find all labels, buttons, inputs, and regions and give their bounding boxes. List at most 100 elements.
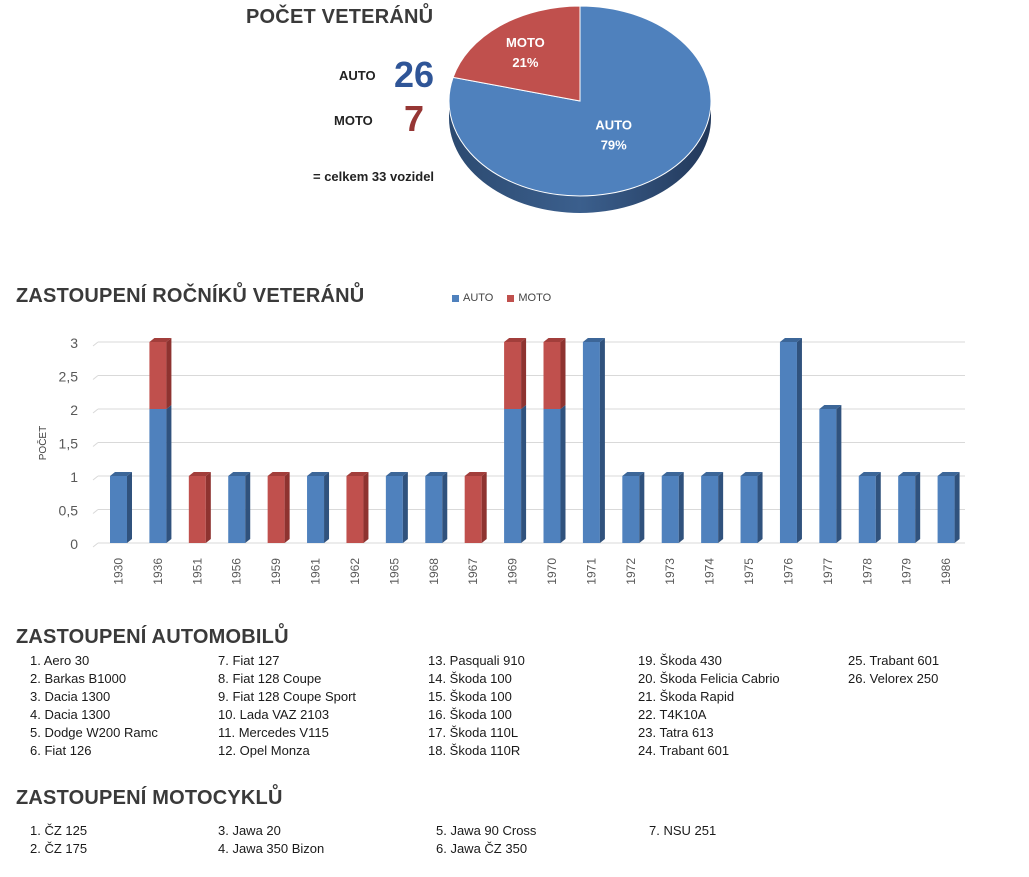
gridline-depth [92, 375, 99, 380]
moto-item: 3. Jawa 20 [218, 823, 281, 838]
auto-count: 26 [394, 54, 435, 95]
x-tick-label: 1974 [703, 558, 717, 585]
car-item: 16. Škoda 100 [428, 707, 512, 722]
auto-label: AUTO [339, 68, 376, 83]
bar-auto-1972 [622, 476, 640, 543]
car-item: 24. Trabant 601 [638, 743, 730, 758]
y-tick-label: 1,5 [59, 436, 79, 452]
bar-top [622, 472, 645, 476]
moto-item: 4. Jawa 350 Bizon [218, 841, 325, 856]
bar-chart: 0 0,5 1 1,5 2 2,5 3 POČET 1930 1936 1951 1956 1959 19… [36, 335, 965, 585]
bar-side [796, 338, 802, 543]
bar-top [307, 472, 330, 476]
x-tick-label: 1936 [151, 558, 165, 585]
bar-top [543, 338, 566, 342]
car-item: 22. T4K10A [638, 707, 707, 722]
car-item: 9. Fiat 128 Coupe Sport [218, 689, 357, 704]
bar-legend: AUTO MOTO [452, 292, 551, 304]
y-axis-label: POČET [36, 426, 49, 460]
x-tick-label: 1951 [190, 558, 204, 585]
x-tick-label: 1976 [781, 558, 795, 585]
y-tick-label: 0,5 [59, 503, 79, 519]
car-item: 6. Fiat 126 [30, 743, 92, 758]
bar-chart-title: ZASTOUPENÍ ROČNÍKŮ VETERÁNŮ [16, 285, 365, 307]
bar-auto-1956 [228, 476, 246, 543]
bar-side [639, 472, 645, 543]
bar-auto-1973 [661, 476, 679, 543]
bar-side [481, 472, 487, 543]
summary-title: POČET VETERÁNŮ [246, 6, 434, 28]
moto-column: 1. ČZ 125 2. ČZ 175 [30, 822, 87, 858]
bar-moto-1962 [346, 476, 364, 543]
bar-top [740, 472, 763, 476]
bar-top [149, 338, 172, 342]
bar-side [915, 472, 921, 543]
x-tick-label: 1975 [742, 558, 756, 585]
y-tick-label: 3 [70, 335, 78, 351]
gridline-depth [92, 509, 99, 514]
bar-side [284, 472, 290, 543]
total-text: = celkem 33 vozidel [313, 169, 435, 184]
bar-moto-1959 [267, 476, 285, 543]
bar-auto-1969 [504, 409, 522, 543]
bar-top [819, 405, 842, 409]
car-item: 2. Barkas B1000 [30, 671, 127, 686]
pie-label-moto: MOTO [506, 35, 545, 50]
car-item: 8. Fiat 128 Coupe [218, 671, 322, 686]
bar-moto-1936 [149, 342, 167, 409]
x-tick-label: 1956 [230, 558, 244, 585]
bar-top [937, 472, 960, 476]
car-item: 13. Pasquali 910 [428, 653, 525, 668]
bar-moto-1970 [543, 342, 561, 409]
x-tick-label: 1971 [584, 558, 598, 585]
pie-slice-moto [452, 5, 581, 102]
bar-auto-1971 [582, 342, 600, 543]
bar-auto-1975 [740, 476, 758, 543]
bar-side [757, 472, 763, 543]
x-tick-label: 1968 [427, 558, 441, 585]
x-tick-label: 1969 [506, 558, 520, 585]
bar-top [267, 472, 290, 476]
car-item: 20. Škoda Felicia Cabrio [638, 671, 780, 686]
bar-moto-1967 [464, 476, 482, 543]
car-item: 23. Tatra 613 [638, 725, 714, 740]
moto-item: 1. ČZ 125 [30, 823, 88, 838]
x-tick-label: 1986 [939, 558, 953, 585]
car-item: 3. Dacia 1300 [30, 689, 111, 704]
x-tick-label: 1979 [900, 558, 914, 585]
car-item: 18. Škoda 110R [428, 743, 521, 758]
y-tick-label: 1 [70, 469, 78, 485]
bar-moto-1951 [188, 476, 206, 543]
x-tick-label: 1970 [545, 558, 559, 585]
bar-side [127, 472, 132, 543]
bar-top [504, 338, 527, 342]
x-tick-label: 1978 [860, 558, 874, 585]
moto-label: MOTO [334, 113, 373, 128]
x-tick-label: 1977 [821, 558, 835, 585]
pie-value-moto: 21% [512, 55, 538, 70]
bar-side [363, 472, 369, 543]
car-item: 12. Opel Monza [218, 743, 310, 758]
bar-auto-1936 [149, 409, 167, 543]
bar-top [188, 472, 211, 476]
bar-top [346, 472, 369, 476]
moto-item: 6. Jawa ČZ 350 [436, 841, 528, 856]
bar-auto-1961 [307, 476, 325, 543]
bar-auto-1930 [110, 476, 127, 543]
gridline-depth [92, 542, 99, 548]
car-item: 15. Škoda 100 [428, 689, 512, 704]
x-tick-label: 1972 [624, 558, 638, 585]
bar-auto-1977 [819, 409, 837, 543]
bar-side [324, 472, 330, 543]
y-tick-label: 2 [70, 402, 78, 418]
car-item: 21. Škoda Rapid [638, 689, 735, 704]
cars-title: ZASTOUPENÍ AUTOMOBILŮ [16, 626, 289, 648]
bar-top [228, 472, 251, 476]
bar-auto-1974 [701, 476, 719, 543]
gridline-depth [92, 341, 99, 347]
gridline-depth [92, 475, 99, 481]
moto-column: 3. Jawa 20 4. Jawa 350 Bizon [218, 822, 324, 858]
x-tick-label: 1962 [348, 558, 362, 585]
bar-auto-1976 [779, 342, 797, 543]
bar-top [858, 472, 881, 476]
